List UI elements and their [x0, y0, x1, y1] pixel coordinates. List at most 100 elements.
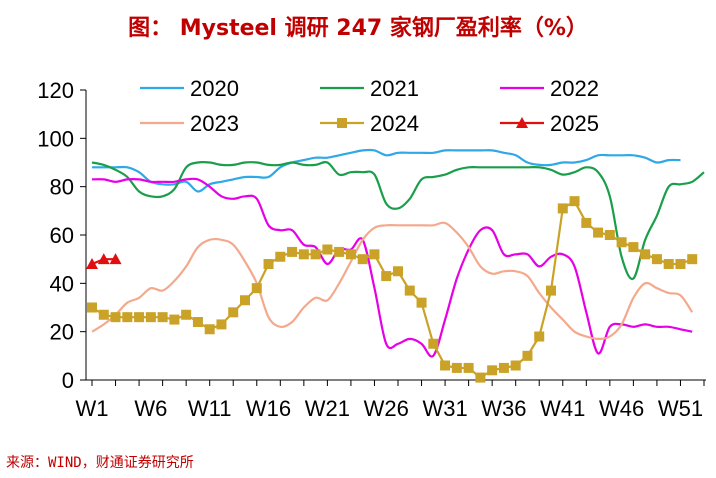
legend-item-2021: 2021: [320, 76, 419, 101]
data-point-2024: [451, 362, 462, 373]
data-point-2024: [416, 297, 427, 308]
data-point-2024: [145, 312, 156, 323]
x-tick-label: W21: [305, 396, 350, 421]
data-point-2024: [87, 302, 97, 313]
data-point-2024: [216, 319, 227, 330]
data-point-2024: [581, 217, 592, 228]
y-tick-label: 20: [50, 320, 74, 345]
data-point-2024: [604, 230, 615, 240]
data-point-2024: [640, 249, 651, 260]
data-point-2024: [593, 227, 604, 238]
legend-label: 2021: [370, 76, 419, 101]
series-line-2023: [91, 221, 694, 340]
data-point-2024: [192, 317, 203, 327]
data-point-2024: [157, 312, 168, 323]
data-point-2025: [86, 258, 98, 269]
data-point-2024: [687, 254, 698, 265]
series-line-2024: [91, 200, 693, 379]
series-2021: [91, 160, 705, 281]
data-point-2024: [498, 362, 509, 373]
legend: 2020 2021 2022 2023 2024 2025: [140, 76, 599, 136]
series-line-2021: [91, 160, 705, 281]
data-point-2024: [616, 237, 627, 248]
data-point-2024: [275, 251, 286, 262]
data-point-2024: [357, 254, 368, 265]
data-point-2024: [510, 360, 521, 371]
axes: 0 20 40 60 80 100 120 W1 W6 W11 W16 W21 W26 W31 W36 W41…: [37, 78, 706, 421]
data-point-2024: [334, 246, 345, 257]
legend-item-2023: 2023: [140, 111, 239, 136]
data-point-2024: [345, 249, 356, 260]
series-2020: [91, 148, 681, 193]
x-tick-label: W6: [134, 396, 167, 421]
data-point-2024: [628, 242, 639, 253]
legend-marker: [516, 117, 528, 128]
data-point-2024: [298, 249, 309, 260]
series-lines: [86, 148, 705, 383]
x-tick-label: W16: [246, 396, 291, 421]
data-point-2024: [134, 312, 145, 323]
data-point-2024: [522, 350, 533, 361]
series-2022: [91, 177, 693, 358]
data-point-2024: [651, 254, 662, 265]
series-line-2022: [91, 177, 693, 358]
series-2023: [91, 221, 694, 340]
data-point-2024: [181, 309, 192, 320]
data-point-2024: [393, 266, 403, 277]
legend-item-2022: 2022: [500, 76, 599, 101]
data-point-2024: [487, 365, 498, 376]
legend-label: 2020: [190, 76, 239, 101]
data-point-2024: [534, 331, 545, 342]
data-point-2024: [369, 249, 380, 260]
data-point-2024: [322, 244, 333, 255]
data-point-2024: [169, 314, 180, 325]
series-2024: [87, 196, 698, 383]
data-point-2024: [263, 259, 274, 269]
y-tick-label: 0: [62, 368, 74, 393]
y-tick-label: 120: [37, 78, 74, 103]
legend-label: 2024: [370, 111, 419, 136]
legend-label: 2023: [190, 111, 239, 136]
data-point-2025: [109, 253, 122, 265]
legend-marker: [337, 118, 347, 128]
x-tick-label: W41: [540, 396, 585, 421]
data-point-2024: [675, 259, 686, 269]
x-tick-label: W11: [188, 396, 232, 421]
x-tick-label: W1: [76, 396, 109, 421]
source-note: 来源：WIND，财通证券研究所: [6, 455, 194, 471]
y-tick-label: 80: [50, 175, 74, 200]
x-tick-label: W46: [599, 396, 644, 421]
legend-item-2020: 2020: [140, 76, 239, 101]
data-point-2024: [110, 312, 121, 323]
data-point-2024: [251, 283, 262, 294]
legend-item-2025: 2025: [500, 111, 599, 136]
data-point-2024: [287, 246, 298, 257]
legend-label: 2025: [550, 111, 599, 136]
data-point-2024: [381, 271, 392, 282]
data-point-2024: [240, 295, 250, 306]
data-point-2025: [97, 253, 110, 265]
data-point-2024: [569, 196, 580, 207]
data-point-2024: [228, 307, 239, 318]
y-tick-label: 60: [50, 223, 74, 248]
data-point-2024: [428, 338, 439, 349]
series-2025: [86, 253, 122, 269]
data-point-2024: [546, 285, 556, 296]
data-point-2024: [463, 362, 474, 373]
x-tick-label: W36: [481, 396, 526, 421]
data-point-2024: [122, 312, 133, 323]
series-line-2020: [91, 148, 681, 193]
legend-item-2024: 2024: [320, 111, 419, 136]
data-point-2024: [557, 203, 568, 214]
data-point-2024: [663, 259, 674, 269]
x-tick-label: W31: [422, 396, 467, 421]
data-point-2024: [404, 285, 415, 296]
chart-title: 图： Mysteel 调研 247 家钢厂盈利率（%）: [128, 16, 588, 41]
data-point-2024: [98, 309, 109, 320]
data-point-2024: [310, 249, 321, 260]
x-tick-label: W51: [658, 396, 703, 421]
legend-label: 2022: [550, 76, 599, 101]
y-tick-label: 100: [37, 126, 74, 151]
data-point-2024: [440, 360, 451, 371]
